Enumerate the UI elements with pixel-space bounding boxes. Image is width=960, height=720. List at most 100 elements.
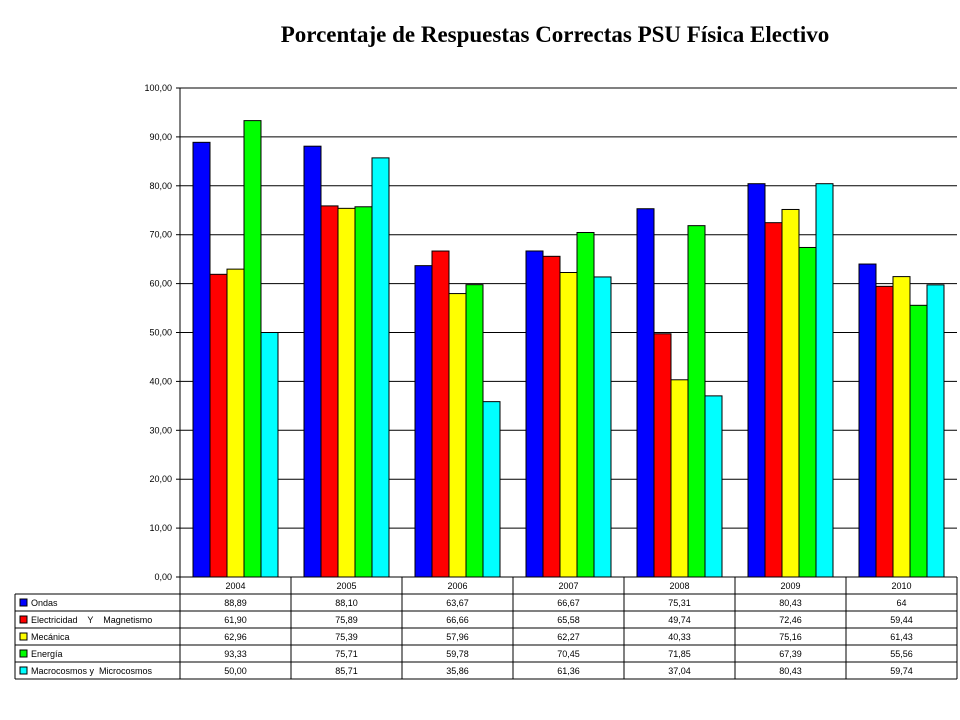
data-label: 55,56 (890, 649, 913, 659)
data-label: 61,43 (890, 632, 913, 642)
bar (875, 285, 894, 578)
data-label: 75,31 (668, 598, 691, 608)
legend-swatch (19, 598, 28, 607)
x-tick-label: 2007 (558, 581, 578, 591)
bar (764, 222, 783, 578)
bar (687, 225, 706, 578)
data-label: 35,86 (446, 666, 469, 676)
y-tick-label: 0,00 (154, 572, 172, 582)
data-label: 59,44 (890, 615, 913, 625)
y-tick-label: 80,00 (149, 181, 172, 191)
data-label: 62,27 (557, 632, 580, 642)
legend-label: Electricidad Y Magnetismo (31, 615, 152, 625)
legend-label: Ondas (31, 598, 58, 608)
bar (354, 206, 373, 578)
y-tick-label: 20,00 (149, 474, 172, 484)
data-label: 59,74 (890, 666, 913, 676)
bar (892, 276, 911, 578)
bar (798, 246, 817, 578)
bar (448, 293, 467, 578)
data-label: 62,96 (224, 632, 247, 642)
y-tick-label: 90,00 (149, 132, 172, 142)
data-label: 71,85 (668, 649, 691, 659)
legend-swatch (19, 666, 28, 675)
bar (260, 332, 279, 578)
bar (704, 395, 723, 578)
data-label: 75,16 (779, 632, 802, 642)
x-tick-label: 2010 (891, 581, 911, 591)
data-label: 64 (896, 598, 906, 608)
data-label: 61,36 (557, 666, 580, 676)
bar (559, 271, 578, 578)
y-tick-label: 50,00 (149, 328, 172, 338)
bar (226, 268, 245, 578)
bar (576, 231, 595, 578)
bar (414, 265, 433, 578)
y-tick-label: 100,00 (144, 83, 172, 93)
data-label: 93,33 (224, 649, 247, 659)
y-tick-label: 40,00 (149, 376, 172, 386)
bar (858, 263, 877, 578)
bar (593, 276, 612, 578)
bar (465, 284, 484, 578)
bar (371, 157, 390, 578)
chart-title: Porcentaje de Respuestas Correctas PSU F… (280, 22, 830, 47)
bar (337, 207, 356, 578)
bar (431, 250, 450, 578)
data-label: 66,67 (557, 598, 580, 608)
data-label: 61,90 (224, 615, 247, 625)
data-label: 80,43 (779, 666, 802, 676)
data-label: 75,71 (335, 649, 358, 659)
legend-label: Macrocosmos y Microcosmos (31, 666, 153, 676)
legend-label: Mecánica (31, 632, 70, 642)
data-label: 59,78 (446, 649, 469, 659)
bar (243, 120, 262, 578)
data-label: 72,46 (779, 615, 802, 625)
legend-label: Energía (31, 649, 63, 659)
bar (909, 304, 928, 578)
bar (747, 183, 766, 578)
bar (192, 141, 211, 578)
bar (636, 208, 655, 578)
bar (303, 145, 322, 578)
legend-swatch (19, 649, 28, 658)
data-label: 65,58 (557, 615, 580, 625)
bar (542, 255, 561, 578)
y-tick-label: 30,00 (149, 425, 172, 435)
bar (209, 273, 228, 578)
x-tick-label: 2008 (669, 581, 689, 591)
y-tick-label: 10,00 (149, 523, 172, 533)
data-label: 49,74 (668, 615, 691, 625)
data-label: 75,89 (335, 615, 358, 625)
legend-swatch (19, 632, 28, 641)
data-label: 50,00 (224, 666, 247, 676)
legend-swatch (19, 615, 28, 624)
data-label: 57,96 (446, 632, 469, 642)
data-label: 80,43 (779, 598, 802, 608)
x-tick-label: 2006 (447, 581, 467, 591)
x-tick-label: 2009 (780, 581, 800, 591)
data-label: 40,33 (668, 632, 691, 642)
y-tick-label: 60,00 (149, 279, 172, 289)
x-tick-label: 2005 (336, 581, 356, 591)
bar (482, 401, 501, 578)
bar (653, 333, 672, 578)
data-label: 88,89 (224, 598, 247, 608)
bar (926, 284, 945, 578)
bar (320, 205, 339, 578)
data-label: 67,39 (779, 649, 802, 659)
bar (525, 250, 544, 578)
bar (815, 183, 834, 578)
data-label: 63,67 (446, 598, 469, 608)
data-label: 37,04 (668, 666, 691, 676)
data-label: 66,66 (446, 615, 469, 625)
data-label: 75,39 (335, 632, 358, 642)
bar (781, 208, 800, 578)
data-label: 85,71 (335, 666, 358, 676)
data-label: 88,10 (335, 598, 358, 608)
y-tick-label: 70,00 (149, 230, 172, 240)
data-label: 70,45 (557, 649, 580, 659)
x-tick-label: 2004 (225, 581, 245, 591)
bar (670, 379, 689, 578)
